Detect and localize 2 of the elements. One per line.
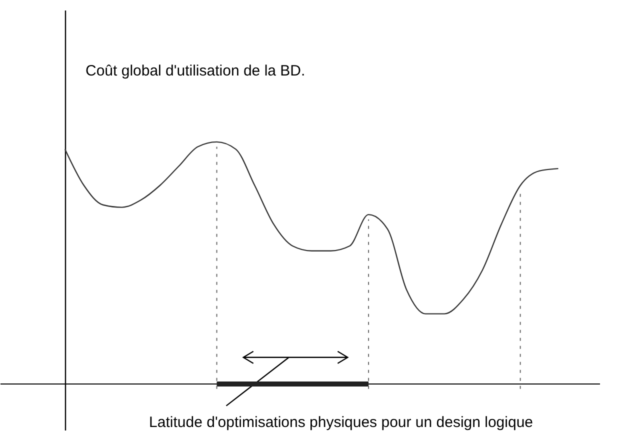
text: Latitude d'optimisations physiques pour un design logique (149, 414, 534, 432)
y-axis-title: Coût global d'utilisation de la BD. (86, 62, 306, 80)
